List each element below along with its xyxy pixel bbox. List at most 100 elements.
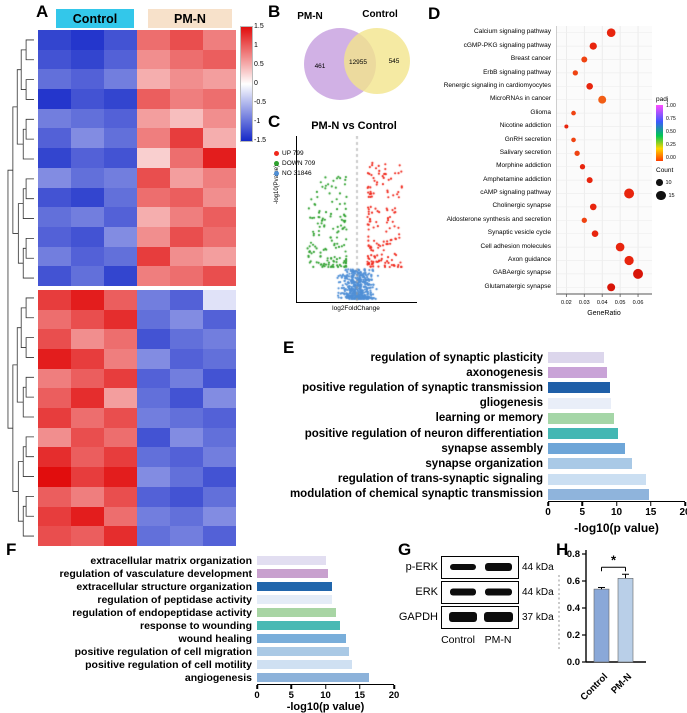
venn-right-count: 545 [389,58,400,65]
bar [257,555,326,566]
svg-text:0.05: 0.05 [615,300,626,306]
blot-band-control [450,564,476,570]
blot-band-control [449,612,477,622]
pathway-label: Breast cancer [510,55,551,63]
bar-category-label: synapse assembly [441,442,543,455]
heatmap-cell [203,427,236,448]
bar-category-label: angiogenesis [184,671,252,684]
heatmap-cell [71,289,104,310]
venn-right-circle [344,28,410,94]
heatmap-cell [137,108,170,129]
heatmap-row [38,187,236,208]
heatmap-cell [203,368,236,389]
heatmap-row [38,167,236,188]
heatmap-row [38,108,236,129]
heatmap-cell [38,128,71,149]
pathway-dot [606,28,616,38]
heatmap-row [38,408,236,428]
panel-h-chart: 0.0 0.2 0.4 0.6 0.8 Control PM-N * [558,549,646,703]
heatmap-cell [170,266,203,286]
bar-category-label: positive regulation of neuron differenti… [304,427,543,440]
heatmap-cell [170,408,203,428]
heatmap-cell [38,388,71,409]
panel-h-quantification: H 0.0 0.2 0.4 0.6 0.8 Control PM-N * [552,540,687,713]
pathway-label: cGMP-PKG signaling pathway [463,41,551,49]
bar-category-label: learning or memory [435,412,543,425]
bar-row: response to wounding [2,619,394,632]
pathway-dot [581,217,587,223]
heatmap-cell [170,89,203,109]
legend-item-up: UP 799 [274,148,315,158]
pathway-label: Salivary secretion [499,148,551,156]
row-dendrogram [7,39,34,537]
heatmap-cell [203,388,236,409]
heatmap-row [38,368,236,389]
bar-row: modulation of chemical synaptic transmis… [247,487,685,502]
heatmap-row [38,506,236,527]
pathway-dot [586,177,593,184]
bar-category-label: axonogenesis [466,366,543,379]
panel-e-go-bars: E regulation of synaptic plasticity axono… [247,336,687,538]
panel-g-western-blot: G p-ERK 44 kDa ERK 44 kDa GAPDH 37 kDa [394,540,576,700]
pathway-dot [615,242,625,252]
pathway-labels: Calcium signaling pathway cGMP-PKG signal… [424,26,554,294]
count-legend-item: 10 [656,176,687,189]
heatmap-cell [203,89,236,109]
heatmap-cell [203,266,236,286]
heatmap-cell [71,148,104,168]
legend-no-label: NO 31846 [282,169,312,177]
pathway-dot [579,164,586,170]
svg-text:0.03: 0.03 [579,300,590,306]
bar-row: extracellular matrix organization [2,554,394,567]
heatmap-row [38,526,236,546]
heatmap-cell [38,69,71,90]
pathway-dot [589,42,597,50]
heatmap-cell [137,128,170,149]
count-dot-small-icon [656,179,663,186]
bar-track [257,581,394,592]
molecular-weight-label: 44 kDa [522,561,554,573]
heatmap-cell [71,246,104,267]
pathway-dot [633,268,644,279]
heatmap-row [38,349,236,369]
bar-category-label: regulation of endopeptidase activity [72,606,252,619]
axis-tick-label: 20 [388,689,400,701]
pathway-label: ErbB signaling pathway [483,68,551,76]
panel-a-label: A [36,2,49,21]
bar [257,646,349,657]
heatmap-cell [38,486,71,507]
count-label: 15 [668,192,675,199]
heatmap-cell [104,246,137,267]
heatmap-cell [104,349,137,369]
heatmap-cell [137,467,170,487]
bar-track [257,594,394,605]
heatmap-cell [38,289,71,310]
dotplot-plot-area: 0.02 0.03 0.04 0.05 0.06 [556,26,652,306]
heatmap-cell [38,266,71,286]
lane-labels: Control PM-N [438,634,518,646]
colorbar-tick-label: -1.5 [254,137,267,144]
heatmap-cell [137,49,170,70]
heatmap-cell [170,69,203,90]
heatmap-cell [137,246,170,267]
bar-track [257,646,394,657]
heatmap-cell [170,148,203,168]
volcano-legend: UP 799 DOWN 709 NO 31846 [274,148,315,178]
bar-track [548,412,685,424]
pathway-label: Cell adhesion molecules [480,242,551,250]
colorbar-tick-label: -1 [254,118,261,125]
heatmap-cell [137,388,170,409]
count-legend-title: Count [656,167,674,174]
count-legend-item: 15 [656,189,687,202]
blot-box [441,555,519,579]
heatmap-cell [203,349,236,369]
padj-legend-title: padj [656,96,669,103]
bar-row: synapse assembly [247,441,685,456]
heatmap-cell [38,447,71,468]
heatmap-cell [170,329,203,349]
colorbar-tick-label: 1 [254,42,258,49]
heatmap-row [38,388,236,409]
protein-label: p-ERK [405,561,438,573]
bar [548,397,612,409]
heatmap-cell [71,89,104,109]
